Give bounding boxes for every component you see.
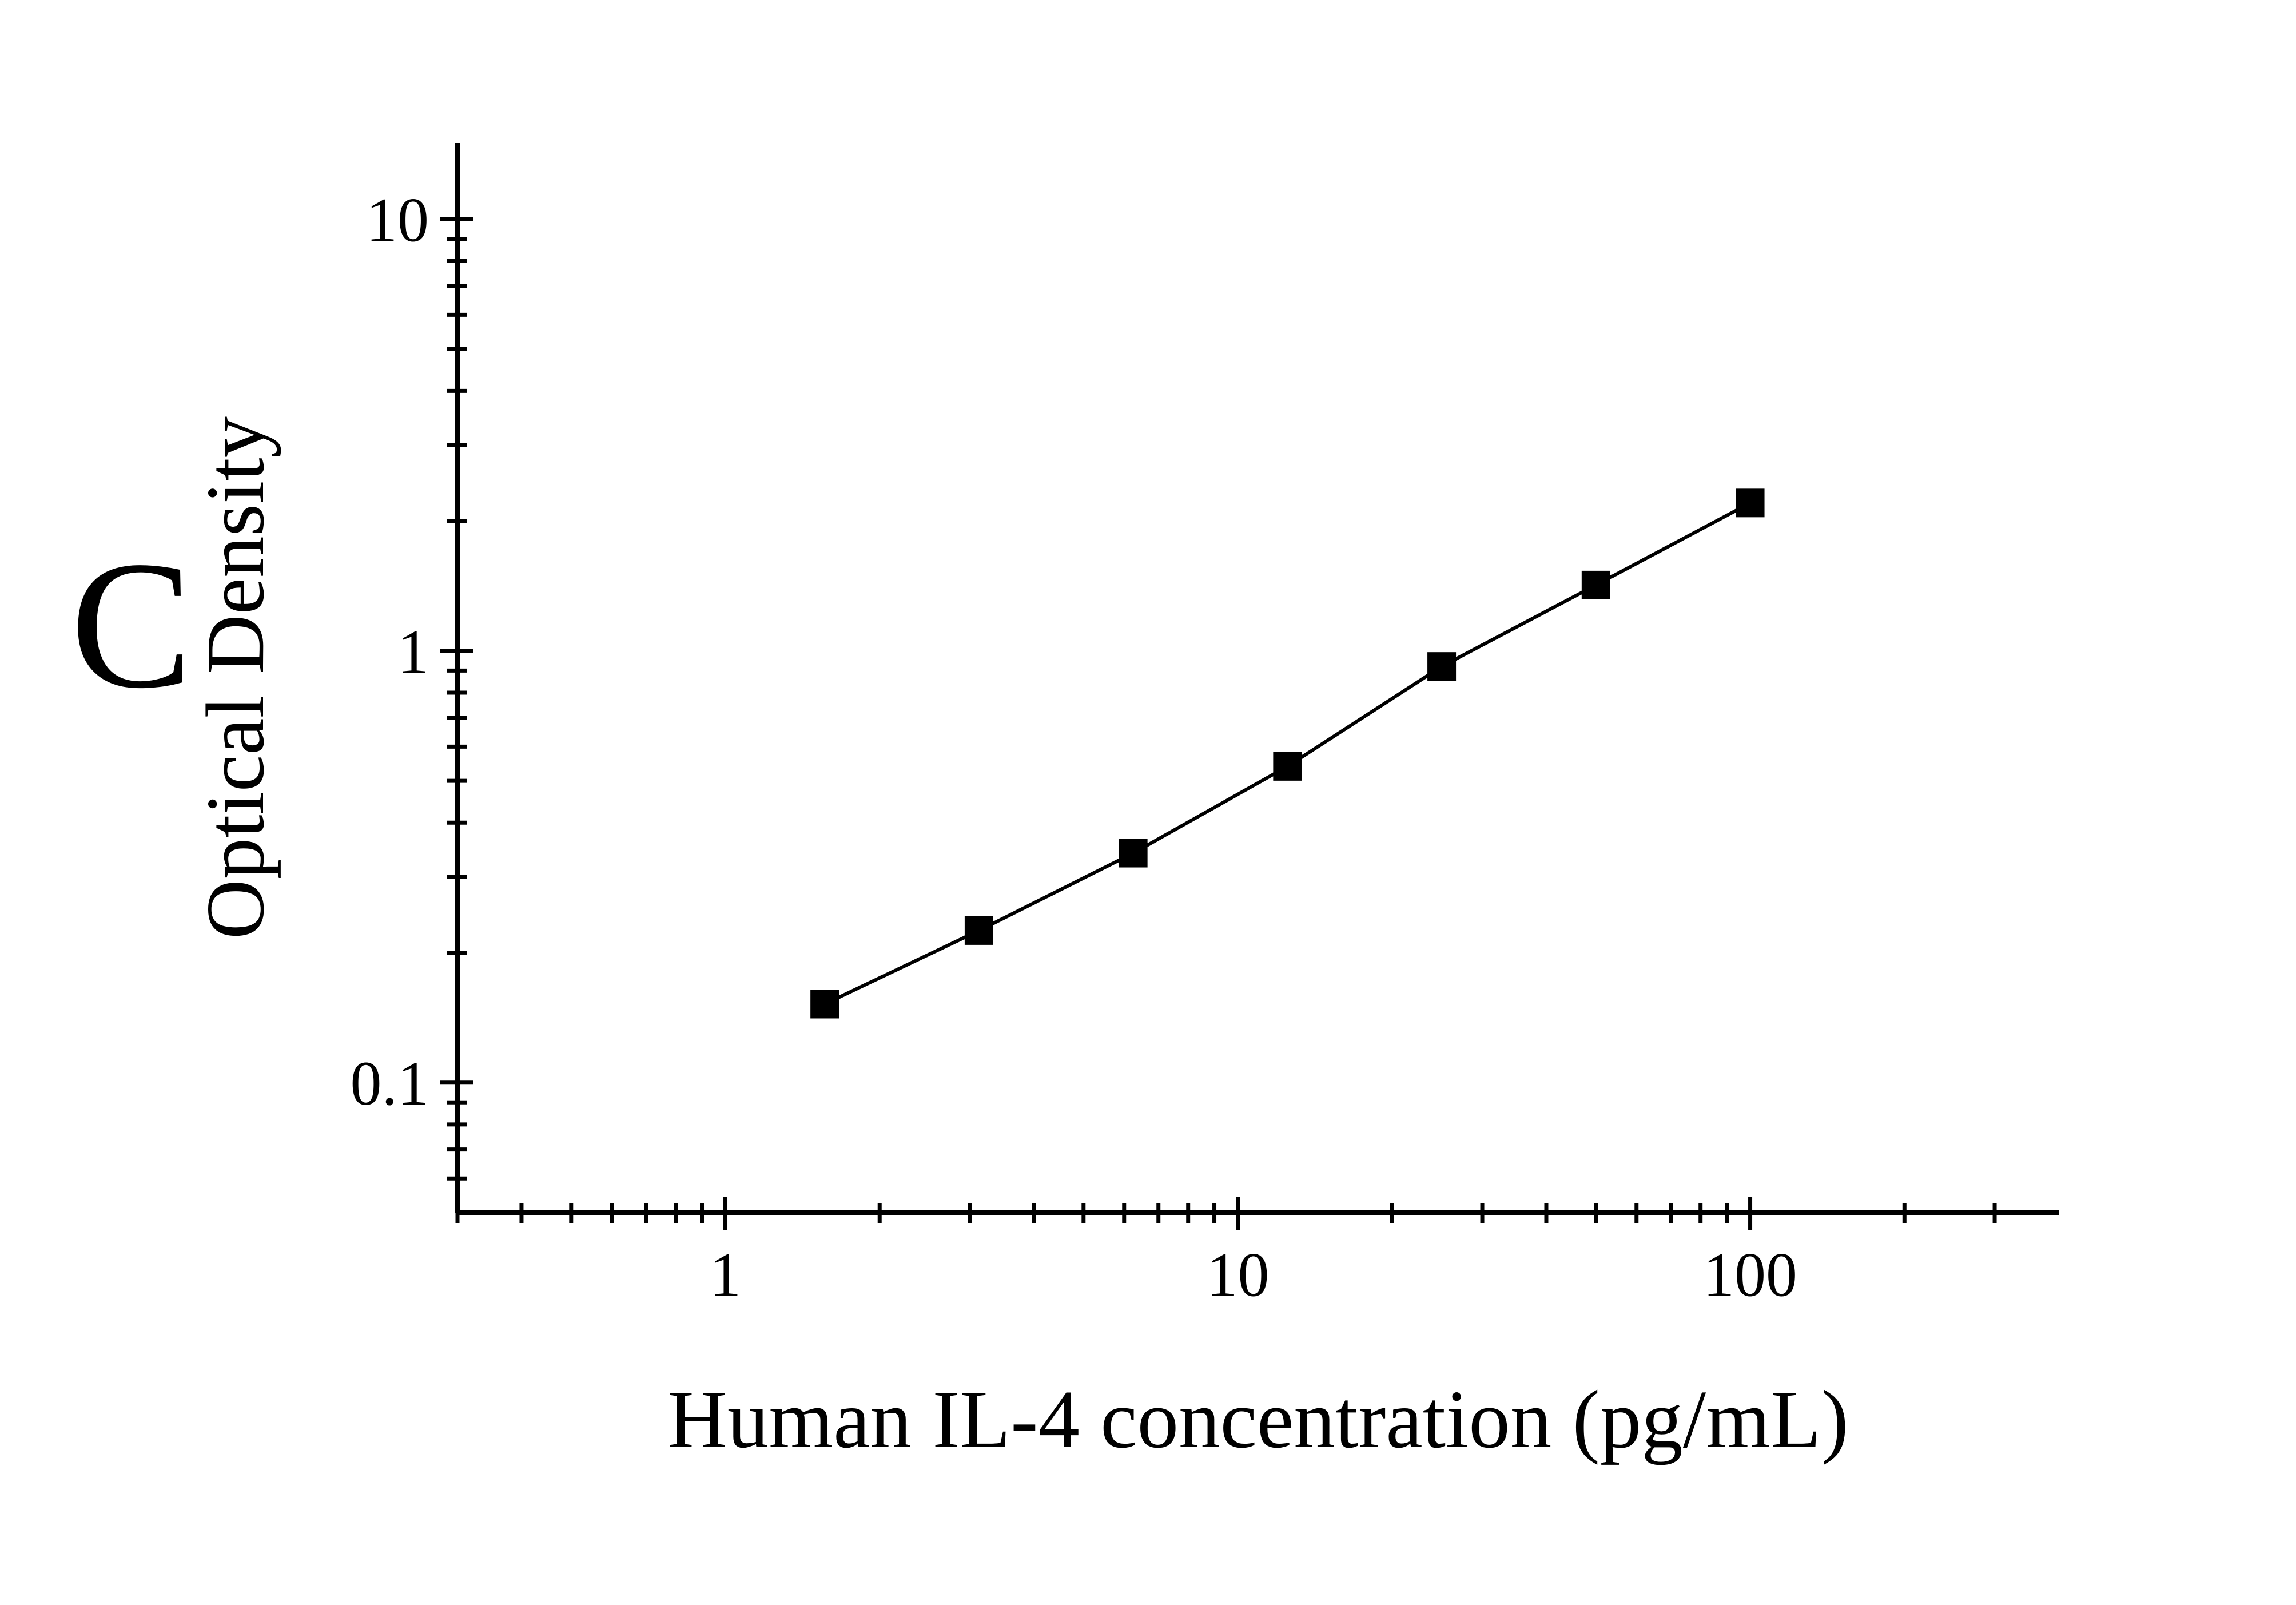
series-marker (965, 917, 993, 944)
x-tick-label: 10 (1207, 1240, 1270, 1310)
y-axis-label: Optical Density (190, 416, 281, 939)
series-marker (1428, 653, 1455, 680)
chart-container: 1 10 100 0.1 1 10 Human IL-4 concentration (pg… (0, 0, 2296, 1605)
x-axis-label: Human IL-4 concentration (pg/mL) (667, 1374, 1849, 1465)
series-marker (1120, 840, 1147, 867)
panel-label: C (70, 524, 192, 726)
chart-svg: 1 10 100 0.1 1 10 Human IL-4 concentration (pg… (0, 0, 2296, 1605)
y-tick-label: 1 (397, 617, 429, 686)
x-tick-label: 100 (1703, 1240, 1797, 1310)
series-marker (1582, 571, 1610, 599)
x-tick-label: 1 (710, 1240, 741, 1310)
series-marker (811, 990, 838, 1018)
y-tick-label: 0.1 (351, 1048, 429, 1118)
y-tick-label: 10 (366, 185, 429, 255)
series-marker (1274, 753, 1301, 780)
series-marker (1737, 489, 1764, 517)
chart-background (0, 0, 2296, 1605)
